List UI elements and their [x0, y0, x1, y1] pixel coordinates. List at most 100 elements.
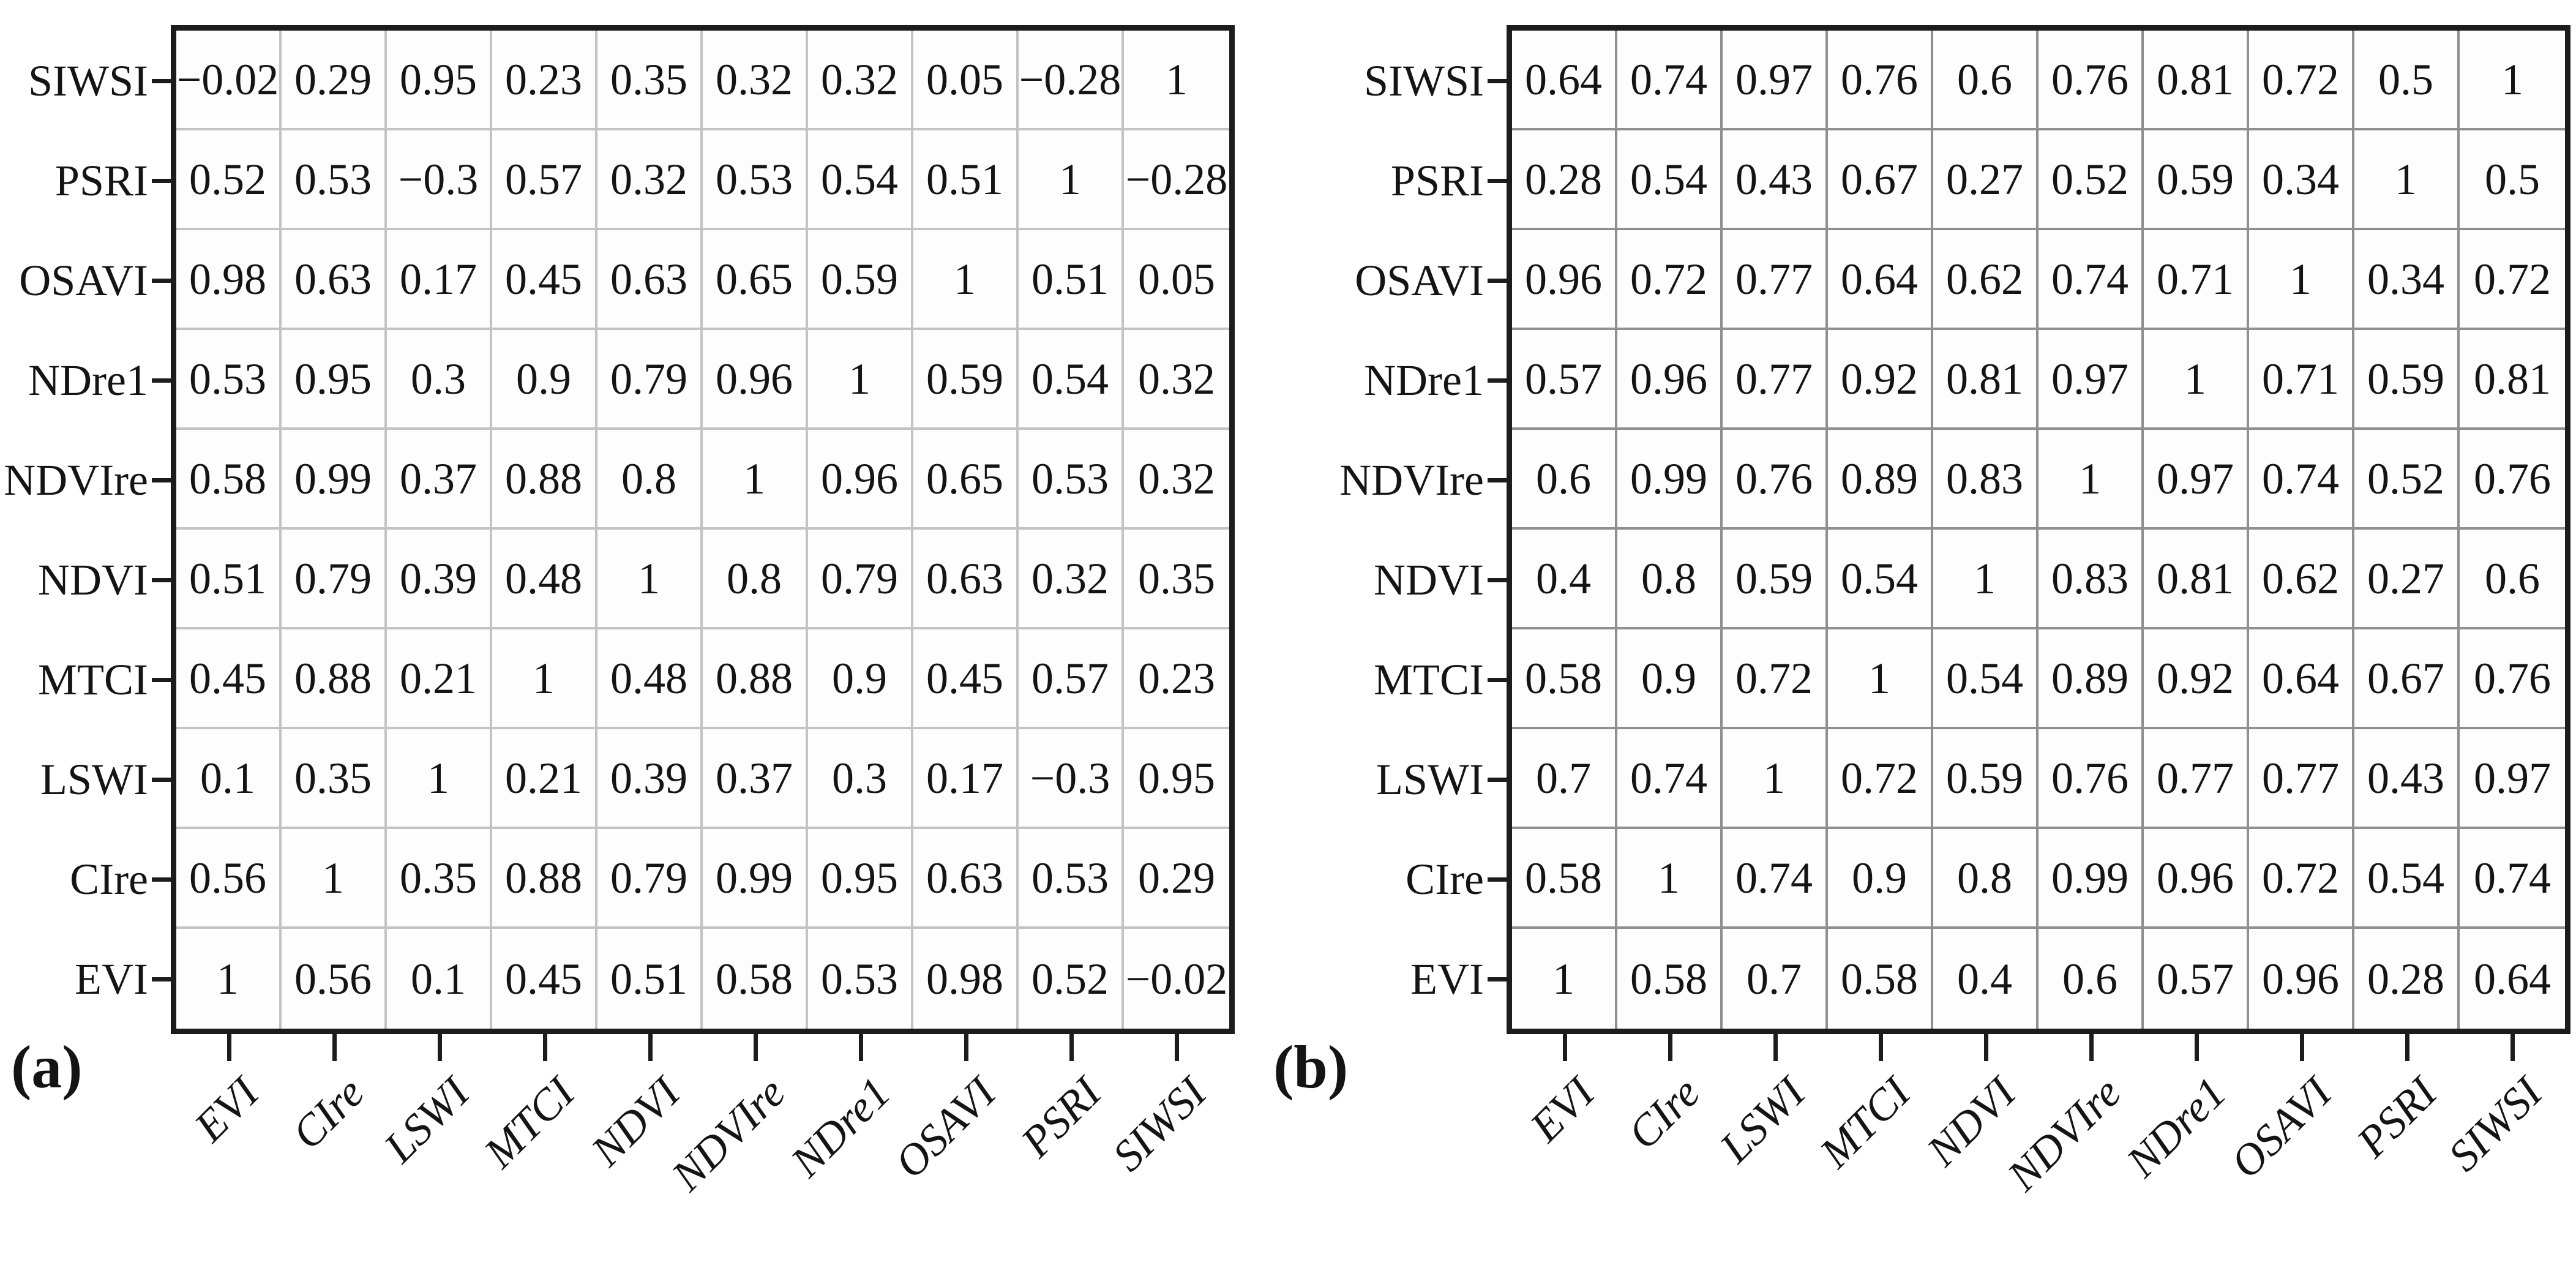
x-axis-label-b-EVI: EVI	[1521, 1068, 1604, 1151]
matrix-cell-MTCI-OSAVI: 0.64	[2249, 629, 2354, 729]
matrix-cell-CIre-SIWSI: 0.74	[2460, 829, 2565, 929]
matrix-cell-EVI-LSWI: 0.1	[387, 929, 492, 1029]
matrix-cell-MTCI-PSRI: 0.57	[1019, 629, 1124, 729]
x-axis-tick	[1069, 1034, 1074, 1061]
y-axis-tick	[1488, 678, 1507, 682]
matrix-cell-CIre-CIre: 1	[282, 829, 387, 929]
matrix-cell-EVI-SIWSI: −0.02	[1125, 954, 1228, 1004]
y-axis-label-a-NDre1: NDre1	[28, 356, 148, 405]
y-axis-tick	[152, 179, 171, 183]
matrix-cell-EVI-NDre1: 0.53	[808, 929, 913, 1029]
y-axis-tick	[1488, 279, 1507, 283]
matrix-cell-SIWSI-NDVI: 0.6	[1933, 31, 2039, 130]
matrix-cell-NDVI-SIWSI: 0.35	[1124, 530, 1229, 629]
y-axis-label-a-NDVI: NDVI	[38, 555, 148, 604]
matrix-cell-SIWSI-MTCI: 0.76	[1828, 31, 1933, 130]
matrix-cell-NDVI-MTCI: 0.48	[492, 530, 597, 629]
matrix-cell-CIre-EVI: 0.58	[1512, 829, 1617, 929]
panel-a-caption: (a)	[11, 1033, 83, 1101]
matrix-cell-PSRI-NDVI: 0.32	[597, 130, 703, 230]
matrix-cell-LSWI-MTCI: 0.21	[492, 729, 597, 829]
matrix-cell-PSRI-PSRI: 1	[2354, 130, 2460, 230]
matrix-cell-NDVI-PSRI: 0.32	[1019, 530, 1124, 629]
matrix-cell-NDVIre-LSWI: 0.76	[1723, 430, 1828, 530]
matrix-cell-OSAVI-LSWI: 0.77	[1723, 230, 1828, 330]
y-axis-tick	[1488, 877, 1507, 882]
matrix-cell-CIre-LSWI: 0.74	[1723, 829, 1828, 929]
matrix-cell-NDVIre-EVI: 0.6	[1512, 430, 1617, 530]
matrix-cell-MTCI-MTCI: 1	[492, 629, 597, 729]
matrix-cell-EVI-OSAVI: 0.98	[913, 929, 1019, 1029]
x-axis-tick	[543, 1034, 547, 1061]
matrix-cell-PSRI-NDVIre: 0.52	[2039, 130, 2144, 230]
x-axis-tick	[1175, 1034, 1179, 1061]
matrix-cell-EVI-SIWSI: 0.64	[2474, 954, 2551, 1004]
matrix-cell-OSAVI-NDre1: 0.71	[2144, 230, 2249, 330]
matrix-cell-NDVI-SIWSI: 0.6	[2460, 530, 2565, 629]
y-axis-tick	[152, 977, 171, 981]
matrix-cell-NDre1-LSWI: 0.3	[387, 330, 492, 430]
matrix-cell-MTCI-SIWSI: 0.76	[2460, 629, 2565, 729]
matrix-cell-SIWSI-PSRI: 0.5	[2354, 31, 2460, 130]
y-axis-tick	[152, 478, 171, 482]
matrix-cell-NDre1-OSAVI: 0.71	[2249, 330, 2354, 430]
matrix-cell-OSAVI-CIre: 0.72	[1617, 230, 1723, 330]
y-axis-tick	[1488, 378, 1507, 383]
matrix-cell-MTCI-NDVI: 0.54	[1933, 629, 2039, 729]
matrix-cell-PSRI-MTCI: 0.57	[492, 130, 597, 230]
matrix-cell-NDVI-NDVIre: 0.83	[2039, 530, 2144, 629]
matrix-cell-NDVI-NDVI: 1	[1933, 530, 2039, 629]
matrix-cell-PSRI-OSAVI: 0.34	[2249, 130, 2354, 230]
matrix-cell-OSAVI-CIre: 0.63	[282, 230, 387, 330]
y-axis-label-b-CIre: CIre	[1406, 855, 1484, 904]
matrix-cell-NDVI-LSWI: 0.39	[387, 530, 492, 629]
matrix-cell-NDre1-CIre: 0.95	[282, 330, 387, 430]
matrix-cell-EVI-MTCI: 0.45	[492, 929, 597, 1029]
matrix-cell-PSRI-MTCI: 0.67	[1828, 130, 1933, 230]
matrix-cell-NDVIre-SIWSI: 0.76	[2460, 430, 2565, 530]
matrix-cell-NDVIre-NDVIre: 1	[2039, 430, 2144, 530]
x-axis-tick	[964, 1034, 968, 1061]
matrix-cell-SIWSI-PSRI: −0.28	[1019, 31, 1124, 130]
matrix-cell-SIWSI-NDre1: 0.81	[2144, 31, 2249, 130]
matrix-a-plot: −0.02 0.29 0.95 0.23 0.35 0.32 0.32 0.05 −0.28 1 0…	[171, 25, 1235, 1034]
y-axis-tick	[152, 79, 171, 83]
matrix-cell-CIre-OSAVI: 0.72	[2249, 829, 2354, 929]
matrix-cell-LSWI-OSAVI: 0.77	[2249, 729, 2354, 829]
matrix-cell-PSRI-SIWSI: −0.28	[1124, 130, 1229, 230]
matrix-cell-NDre1-EVI: 0.57	[1512, 330, 1617, 430]
matrix-cell-NDVIre-CIre: 0.99	[1617, 430, 1723, 530]
matrix-cell-MTCI-OSAVI: 0.45	[913, 629, 1019, 729]
y-axis-label-b-EVI: EVI	[1410, 955, 1484, 1004]
matrix-cell-NDVIre-OSAVI: 0.74	[2249, 430, 2354, 530]
matrix-cell-MTCI-EVI: 0.45	[176, 629, 282, 729]
y-axis-label-b-PSRI: PSRI	[1390, 156, 1484, 205]
x-axis-tick	[859, 1034, 863, 1061]
matrix-cell-OSAVI-NDre1: 0.59	[808, 230, 913, 330]
matrix-cell-OSAVI-NDVI: 0.62	[1933, 230, 2039, 330]
matrix-cell-LSWI-SIWSI: 0.97	[2460, 729, 2565, 829]
y-axis-label-b-NDVI: NDVI	[1374, 555, 1484, 604]
matrix-cell-NDre1-MTCI: 0.9	[492, 330, 597, 430]
matrix-cell-CIre-CIre: 1	[1617, 829, 1723, 929]
matrix-cell-SIWSI-NDVIre: 0.32	[703, 31, 808, 130]
matrix-cell-MTCI-EVI: 0.58	[1512, 629, 1617, 729]
matrix-cell-LSWI-NDVIre: 0.37	[703, 729, 808, 829]
matrix-cell-OSAVI-MTCI: 0.45	[492, 230, 597, 330]
matrix-cell-OSAVI-EVI: 0.98	[176, 230, 282, 330]
matrix-cell-SIWSI-SIWSI: 1	[2460, 31, 2565, 130]
matrix-cell-SIWSI-NDVI: 0.35	[597, 31, 703, 130]
matrix-cell-CIre-PSRI: 0.54	[2354, 829, 2460, 929]
matrix-cell-SIWSI-SIWSI: 1	[1124, 31, 1229, 130]
matrix-cell-EVI-NDVI: 0.4	[1933, 929, 2039, 1029]
matrix-cell-NDVI-LSWI: 0.59	[1723, 530, 1828, 629]
matrix-cell-NDVIre-NDVI: 0.8	[597, 430, 703, 530]
matrix-cell-SIWSI-CIre: 0.74	[1617, 31, 1723, 130]
matrix-cell-CIre-NDre1: 0.95	[808, 829, 913, 929]
matrix-cell-EVI-MTCI: 0.58	[1828, 929, 1933, 1029]
x-axis-tick	[1668, 1034, 1672, 1061]
matrix-cell-NDVIre-MTCI: 0.88	[492, 430, 597, 530]
matrix-cell-EVI-NDVI: 0.51	[597, 929, 703, 1029]
matrix-cell-MTCI-NDre1: 0.9	[808, 629, 913, 729]
matrix-cell-CIre-NDVI: 0.8	[1933, 829, 2039, 929]
